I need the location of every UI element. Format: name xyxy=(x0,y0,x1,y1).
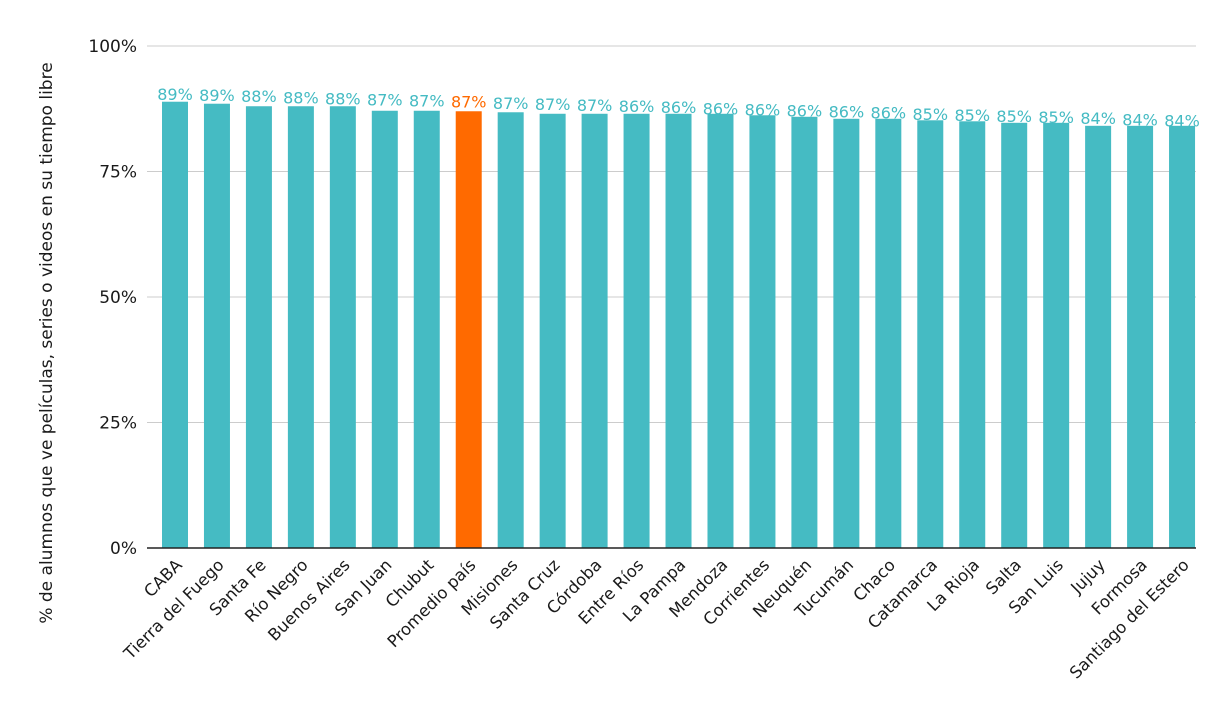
data-label: 84% xyxy=(1080,109,1116,128)
data-label: 88% xyxy=(241,87,277,106)
data-label: 87% xyxy=(493,94,529,113)
bar xyxy=(287,106,314,549)
bar xyxy=(413,110,440,549)
data-label: 84% xyxy=(1164,111,1200,130)
bar xyxy=(1001,122,1028,548)
bar xyxy=(665,113,692,549)
y-tick-label: 0% xyxy=(110,539,137,559)
data-label: 84% xyxy=(1122,110,1158,129)
data-label: 87% xyxy=(577,96,613,115)
bar xyxy=(497,112,524,548)
data-label: 88% xyxy=(283,88,319,107)
y-tick-label: 75% xyxy=(99,163,137,183)
bar xyxy=(1043,122,1070,548)
bar xyxy=(581,113,608,549)
data-labels: 89% 89% 88% 88% 88% 87% 87% 87% 87% 87% 87% 86% 86% 8… xyxy=(157,85,1200,130)
data-label: 85% xyxy=(1038,108,1074,127)
bar xyxy=(1127,125,1154,549)
data-label: 87% xyxy=(367,91,403,110)
y-tick-label: 25% xyxy=(99,414,137,434)
y-tick-label: 100% xyxy=(88,37,137,57)
data-label: 86% xyxy=(829,103,865,122)
bar xyxy=(959,121,986,549)
bar xyxy=(917,120,944,549)
data-label: 89% xyxy=(199,86,235,105)
bar xyxy=(203,103,230,548)
bar xyxy=(539,113,566,549)
bar xyxy=(749,115,776,548)
data-label: 87% xyxy=(535,95,571,114)
data-label: 87% xyxy=(451,93,487,112)
data-label: 86% xyxy=(661,98,697,117)
data-label: 88% xyxy=(325,89,361,108)
bar xyxy=(245,106,272,549)
data-label: 86% xyxy=(787,102,823,121)
data-label: 85% xyxy=(912,105,948,124)
data-label: 87% xyxy=(409,92,445,111)
bar xyxy=(1085,125,1112,549)
bar xyxy=(371,110,398,549)
bar xyxy=(1169,125,1196,549)
bar xyxy=(707,113,734,549)
bar xyxy=(329,106,356,549)
bars xyxy=(162,101,1196,549)
bar xyxy=(875,118,902,548)
data-label: 86% xyxy=(745,100,781,119)
bar xyxy=(833,118,860,548)
data-label: 85% xyxy=(954,106,990,125)
data-label: 85% xyxy=(996,107,1032,126)
bar xyxy=(791,116,818,549)
bar xyxy=(623,113,650,549)
bar xyxy=(162,101,188,549)
data-label: 86% xyxy=(619,97,655,116)
y-axis-ticks: 0% 25% 50% 75% 100% xyxy=(88,37,137,559)
bar xyxy=(455,111,482,548)
y-tick-label: 50% xyxy=(99,288,137,308)
data-label: 86% xyxy=(871,104,907,123)
data-label: 86% xyxy=(703,99,739,118)
data-label: 89% xyxy=(157,85,193,104)
y-axis-title: % de alumnos que ve películas, series o … xyxy=(37,62,57,623)
